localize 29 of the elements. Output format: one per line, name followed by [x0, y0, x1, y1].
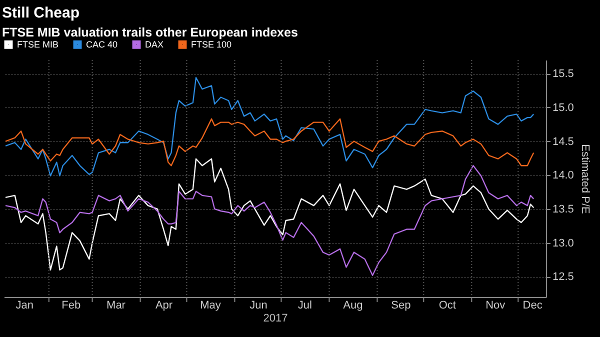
x-axis-title: 2017 [263, 312, 288, 324]
x-tick-label: Dec [522, 300, 543, 312]
y-tick-label: 13.0 [552, 237, 574, 250]
y-tick-label: 13.5 [552, 203, 574, 216]
y-tick-label: 15.5 [552, 68, 574, 80]
legend-label: FTSE 100 [191, 40, 232, 50]
x-tick-label: Oct [438, 300, 456, 312]
x-tick-label: Jan [16, 300, 34, 312]
chart-subtitle: FTSE MIB valuation trails other European indexes [2, 26, 298, 40]
y-tick-label: 15.0 [552, 102, 574, 114]
legend-label: FTSE MIB [17, 40, 59, 50]
chart-title: Still Cheap [2, 4, 80, 22]
legend-label: CAC 40 [86, 40, 118, 50]
x-tick-label: Nov [486, 300, 506, 312]
x-tick-label: Jun [250, 300, 268, 312]
x-tick-label: Mar [106, 300, 126, 312]
line-series [4, 77, 534, 176]
x-tick-label: May [200, 300, 222, 312]
y-axis-title: Estimated P/E [578, 144, 591, 214]
y-tick-label: 14.0 [552, 170, 574, 182]
y-tick-label: 12.5 [552, 271, 574, 284]
x-tick-label: Feb [62, 300, 81, 312]
y-tick-label: 14.5 [552, 136, 574, 148]
x-tick-label: Apr [155, 300, 173, 312]
legend-label: DAX [145, 40, 164, 50]
x-tick-label: Aug [343, 300, 363, 312]
x-tick-label: Jul [298, 300, 312, 312]
line-series [4, 118, 534, 166]
x-tick-label: Sep [391, 300, 411, 312]
